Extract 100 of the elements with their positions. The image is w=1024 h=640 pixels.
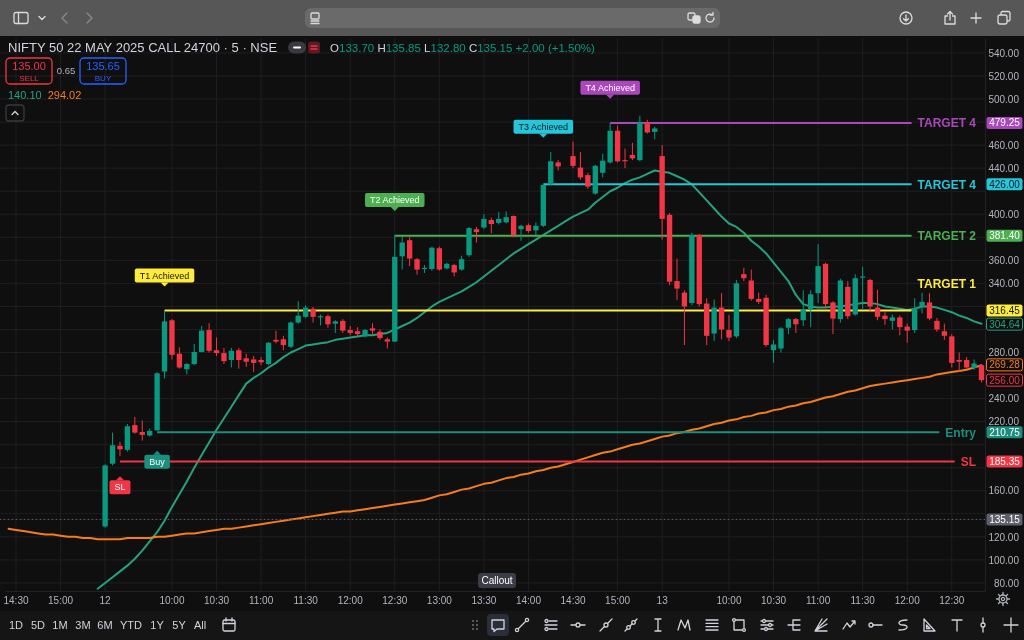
x-tick-label: 11:00 (805, 595, 831, 607)
candlestick (221, 347, 227, 365)
x-tick-label: 11:30 (850, 595, 876, 607)
y-tick-label: 400.00 (988, 208, 1020, 220)
candlestick (926, 292, 933, 321)
annotation: T1 Achieved (139, 270, 190, 281)
candlestick (770, 339, 777, 364)
text: 1Y (150, 619, 165, 631)
text: 1D (8, 619, 24, 631)
x-tick-label: 12 (99, 595, 112, 607)
candlestick (897, 315, 903, 336)
y-tick-label: 540.00 (988, 47, 1020, 59)
y-tick-label: 360.00 (988, 255, 1020, 267)
annotation: 0.65 (56, 65, 76, 76)
candlestick (206, 322, 212, 354)
candlestick (830, 300, 836, 335)
candlestick (109, 432, 116, 466)
ref-line-label: TARGET 4 (917, 177, 977, 192)
y-tick-label: 220.00 (988, 416, 1020, 428)
ref-line-label: Entry (945, 425, 977, 440)
annotation: SELL (19, 73, 40, 83)
text: 6M (97, 619, 113, 631)
annotation: BUY (94, 73, 112, 83)
y-tick-label: 240.00 (988, 393, 1020, 405)
x-tick-label: 12:00 (894, 595, 921, 607)
candlestick (191, 343, 197, 366)
x-tick-label: 10:00 (159, 595, 185, 607)
x-tick-label: 10:30 (761, 595, 787, 607)
candlestick (236, 347, 242, 370)
x-tick-label: 15:00 (605, 595, 631, 607)
candlestick (622, 148, 628, 169)
candlestick (956, 352, 962, 373)
candlestick (258, 356, 264, 366)
line-series (96, 169, 983, 590)
text: O133.70 H135.85 L132.80 C135.15 +2.00 (+1.50%) (330, 42, 595, 54)
x-tick-label: 12:30 (939, 595, 965, 607)
candlestick (265, 341, 272, 366)
x-tick-label: 10:00 (716, 595, 742, 607)
x-tick-label: 10:30 (204, 595, 230, 607)
annotation: 135.00 (12, 60, 46, 72)
annotation: T2 Achieved (370, 195, 420, 206)
x-tick-label: 14:30 (560, 595, 586, 607)
annotation: 135.65 (86, 60, 120, 72)
text: 5D (30, 619, 46, 631)
candlestick (429, 246, 435, 272)
x-tick-label: 11:00 (248, 595, 274, 607)
chart-title: NIFTY 50 22 MAY 2025 CALL 24700 · 5 · NSE (8, 40, 278, 55)
candlestick (377, 328, 383, 341)
candlestick (600, 153, 606, 178)
x-tick-label: 14:30 (3, 595, 29, 607)
candlestick (117, 441, 123, 457)
candlestick (124, 423, 131, 453)
candlestick (310, 306, 316, 324)
text: 1M (52, 619, 68, 631)
y-tick-label: 340.00 (988, 278, 1020, 290)
x-tick-label: 13 (656, 595, 669, 607)
candlestick (518, 224, 524, 242)
ref-line-label: TARGET 4 (917, 116, 977, 131)
text: 5Y (172, 619, 187, 631)
y-tick-label: 160.00 (988, 485, 1020, 497)
candlestick (726, 314, 732, 342)
y-tick-label: 500.00 (988, 93, 1020, 105)
ref-line-label: TARGET 2 (917, 228, 977, 243)
x-tick-label: 12:30 (382, 595, 408, 607)
text: All (193, 619, 207, 631)
y-tick-label: 460.00 (988, 139, 1020, 151)
candlestick (911, 297, 918, 334)
x-tick-label: 13:30 (471, 595, 497, 607)
text: 3M (75, 619, 91, 631)
annotation: T3 Achieved (518, 121, 569, 132)
candlestick (859, 266, 866, 311)
candlestick (399, 236, 405, 271)
candlestick (971, 358, 977, 371)
candlestick (228, 347, 235, 368)
candlestick (295, 300, 301, 325)
candlestick (778, 326, 784, 354)
candlestick (718, 292, 725, 340)
annotation: Buy (149, 457, 166, 468)
candlestick (570, 141, 576, 169)
y-tick-label: 100.00 (988, 554, 1020, 566)
x-tick-label: 14:00 (515, 595, 542, 607)
candlestick (808, 289, 814, 328)
candlestick (213, 337, 220, 357)
y-tick-label: 80.00 (993, 577, 1020, 589)
candlestick (674, 258, 680, 301)
y-tick-label: 520.00 (988, 70, 1020, 82)
y-tick-label: 280.00 (988, 347, 1020, 359)
candlestick (800, 289, 806, 327)
x-tick-label: 11:30 (293, 595, 319, 607)
x-tick-label: 15:00 (48, 595, 74, 607)
y-tick-label: 120.00 (988, 531, 1020, 543)
candlestick (919, 292, 925, 314)
y-tick-label: 440.00 (988, 162, 1020, 174)
candlestick (882, 311, 888, 326)
ref-line-label: SL (960, 454, 976, 469)
annotation: SL (114, 482, 126, 493)
text: YTD (120, 619, 143, 631)
candlestick (510, 214, 517, 238)
x-tick-label: 12:00 (337, 595, 364, 607)
candlestick (533, 221, 539, 236)
